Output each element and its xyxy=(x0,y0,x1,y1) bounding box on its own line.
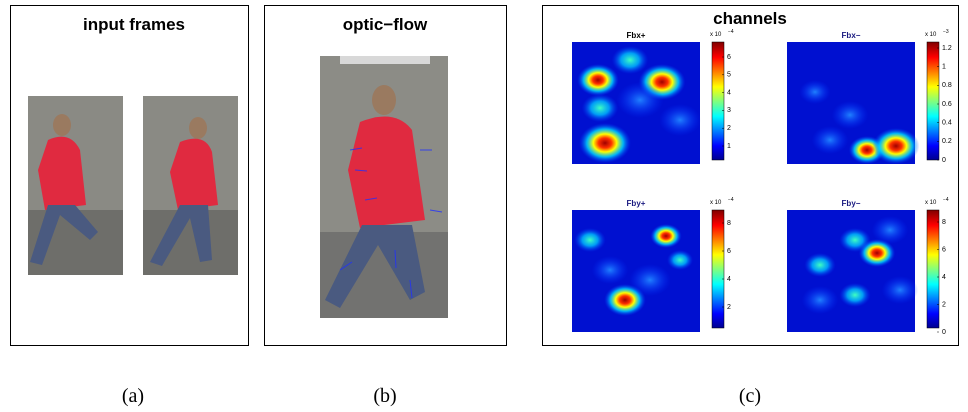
panel-title: input frames xyxy=(83,15,185,34)
colorbar-exponent: x 10 xyxy=(925,32,937,38)
heat-blob xyxy=(839,283,870,307)
optic-flow-image xyxy=(320,56,448,318)
colorbar-tick-label: 4 xyxy=(727,89,731,96)
colorbar-tick-label: 4 xyxy=(727,276,731,283)
colorbar-tick-label: 6 xyxy=(727,248,731,255)
colorbar-tick-label: 2 xyxy=(727,125,731,132)
colorbar-exponent-power: −4 xyxy=(728,29,734,35)
panel-title: channels xyxy=(713,9,787,28)
heatmap-title: Fbx+ xyxy=(627,31,646,40)
input-frame xyxy=(28,96,123,275)
heat-blob xyxy=(612,46,648,74)
colorbar-exponent-power: −4 xyxy=(728,197,734,203)
channel-map: Fby+ x 10 −4 8 6 4 2 xyxy=(572,197,734,332)
heatmap-title: Fbx− xyxy=(842,31,861,40)
heat-blob xyxy=(872,216,908,244)
colorbar-tick-label: 6 xyxy=(942,246,946,253)
colorbar-tick-label: 3 xyxy=(727,107,731,114)
channel-map: Fbx− x 10 −3 1.2 1 0.8 0.6 0.4 0.2 0 xyxy=(787,29,952,164)
colorbar-tick-label: 0.6 xyxy=(942,101,952,108)
heatmap-title: Fby− xyxy=(842,199,861,208)
heat-blob xyxy=(804,253,835,277)
heat-blob xyxy=(799,80,830,104)
caption: (b) xyxy=(373,385,396,407)
caption: (c) xyxy=(739,385,761,407)
colorbar-exponent-power: −3 xyxy=(943,29,949,35)
colorbar-exponent: x 10 xyxy=(710,32,722,38)
colorbar-tick-label: 8 xyxy=(942,219,946,226)
heat-blob xyxy=(592,256,628,284)
heat-blob xyxy=(574,228,605,252)
colorbar xyxy=(712,42,724,160)
heat-blob xyxy=(650,224,681,248)
colorbar-tick-label: 0.8 xyxy=(942,82,952,89)
colorbar-tick-label: 5 xyxy=(727,72,731,79)
colorbar-exponent-power: −4 xyxy=(943,197,949,203)
colorbar-tick-label: 2 xyxy=(942,301,946,308)
colorbar-exponent: x 10 xyxy=(710,200,722,206)
heat-blob xyxy=(873,128,920,164)
input-frame xyxy=(143,96,238,275)
colorbar-tick-label: 1.2 xyxy=(942,45,952,52)
heat-blob xyxy=(582,94,618,122)
heat-blob xyxy=(577,64,619,96)
channel-map: Fbx+ x 10 −4 6 5 4 3 2 1 xyxy=(572,29,734,164)
colorbar xyxy=(927,42,939,160)
heat-blob xyxy=(832,101,868,129)
colorbar-tick-label: 0 xyxy=(942,329,946,336)
panel-title: optic−flow xyxy=(343,15,428,34)
caption: (a) xyxy=(122,385,144,407)
colorbar xyxy=(927,210,939,328)
colorbar-exponent: x 10 xyxy=(925,200,937,206)
heat-blob xyxy=(659,104,701,136)
colorbar-tick-label: 4 xyxy=(942,274,946,281)
heat-blob xyxy=(667,250,693,270)
colorbar-tick-label: 1 xyxy=(942,64,946,71)
heatmap-title: Fby+ xyxy=(627,199,646,208)
colorbar-tick-label: 1 xyxy=(727,143,731,150)
colorbar-tick-label: 0.2 xyxy=(942,138,952,145)
heat-blob xyxy=(812,126,848,154)
heat-blob xyxy=(579,123,631,163)
colorbar-tick-label: 6 xyxy=(727,54,731,61)
colorbar-tick-label: 2 xyxy=(727,304,731,311)
heat-blob xyxy=(629,264,671,296)
heat-blob xyxy=(882,276,918,304)
heat-blob xyxy=(617,82,664,118)
channel-map: Fby− x 10 −4 8 6 4 2 0 xyxy=(787,197,949,336)
heat-blob xyxy=(839,228,870,252)
figure: input frames optic−flow channels (a) (b)… xyxy=(0,0,968,412)
colorbar-tick-label: 0 xyxy=(942,157,946,164)
colorbar-tick-label: 8 xyxy=(727,220,731,227)
colorbar xyxy=(712,210,724,328)
colorbar-tick-label: 0.4 xyxy=(942,120,952,127)
heat-blob xyxy=(802,286,838,314)
